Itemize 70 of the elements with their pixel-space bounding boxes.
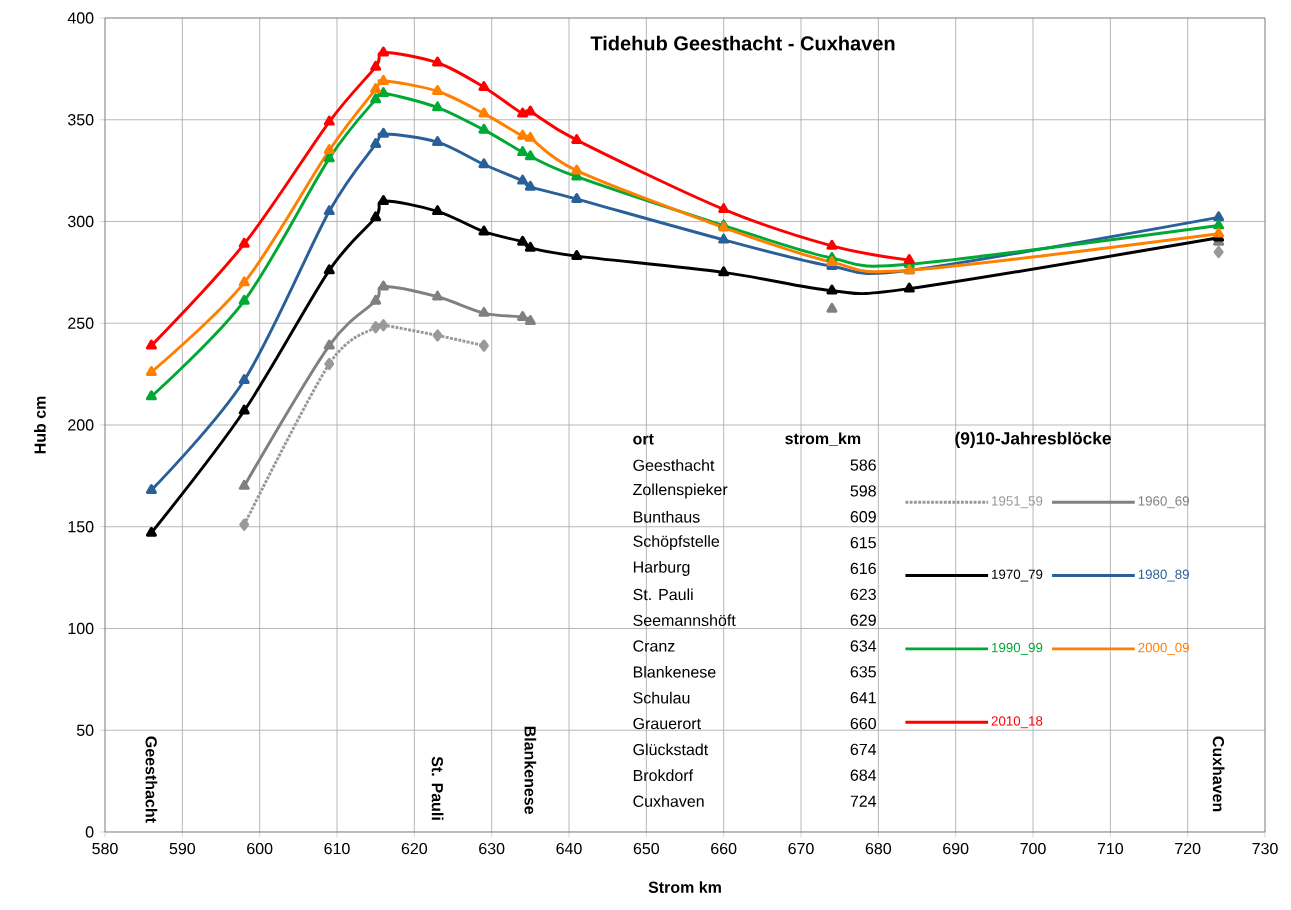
annotation: Seemannshöft — [633, 614, 736, 627]
y-tick-label: 400 — [67, 12, 94, 24]
text: 1990_99 — [992, 642, 1043, 655]
y-tick-label: 150 — [68, 521, 94, 533]
x-tick-label: 600 — [247, 842, 273, 855]
annotation: Cuxhaven — [1212, 736, 1225, 812]
text: 2010_18 — [991, 716, 1043, 729]
x-tick-label: 720 — [1175, 842, 1201, 855]
text: 2000_09 — [1138, 642, 1189, 655]
x-tick-label: 630 — [479, 842, 505, 855]
annotation: 724 — [850, 795, 877, 807]
annotation: Bunthaus — [633, 510, 700, 523]
annotation: Schulau — [633, 691, 690, 704]
annotation: 623 — [850, 588, 876, 600]
x-tick-label: 660 — [711, 842, 737, 855]
annotation: 634 — [850, 640, 877, 652]
x-tick-label: 710 — [1097, 842, 1124, 855]
annotation: Schöpfstelle — [633, 535, 720, 551]
annotation: Glückstadt — [633, 743, 709, 756]
annotation: ort — [633, 433, 654, 445]
annotation: 641 — [850, 692, 876, 704]
annotation: Geesthacht — [145, 736, 158, 823]
y-tick-label: 100 — [68, 622, 94, 635]
x-tick-label: 680 — [865, 842, 892, 855]
text: 1970_79 — [992, 569, 1043, 582]
annotation: Blankenese — [524, 726, 537, 815]
text: 1980_89 — [1138, 569, 1189, 582]
annotation: strom_km — [785, 432, 861, 447]
y-tick-label: 300 — [67, 215, 94, 228]
y-tick-label: 250 — [68, 317, 94, 329]
x-tick-label: 620 — [401, 842, 428, 855]
annotation: Grauerort — [633, 717, 701, 730]
x-tick-label: 610 — [324, 842, 350, 855]
y-axis-title: Hub cm — [34, 396, 46, 454]
annotation: St. Pauli — [431, 756, 444, 820]
annotation: Geesthacht — [633, 459, 715, 471]
annotation: Brokdorf — [633, 769, 694, 782]
annotation: Zollenspieker — [633, 483, 728, 499]
annotation: 660 — [850, 717, 876, 730]
annotation: 609 — [850, 511, 876, 523]
legend-title: (9)10-Jahresblöcke — [955, 431, 1111, 448]
annotation: St. Pauli — [633, 588, 693, 601]
annotation: Cuxhaven — [633, 795, 704, 807]
y-tick-label: 50 — [76, 724, 94, 736]
annotation: Blankenese — [633, 665, 716, 678]
text: Tidehub Geesthacht - Cuxhaven — [590, 35, 895, 51]
x-tick-label: 690 — [943, 842, 969, 855]
annotation: 598 — [850, 485, 876, 497]
annotation: 684 — [850, 769, 877, 781]
annotation: 586 — [850, 459, 876, 471]
x-tick-label: 670 — [788, 842, 814, 855]
annotation: Cranz — [633, 640, 675, 652]
x-tick-label: 730 — [1252, 842, 1278, 855]
annotation: 635 — [850, 666, 876, 678]
text: 1951_59 — [992, 496, 1043, 509]
y-tick-label: 200 — [68, 419, 94, 431]
x-tick-label: 640 — [556, 842, 582, 855]
y-tick-label: 350 — [67, 114, 94, 126]
text: 1960_69 — [1138, 496, 1189, 509]
x-tick-label: 650 — [633, 842, 660, 855]
annotation: Harburg — [633, 561, 690, 576]
annotation: 615 — [850, 536, 876, 549]
x-axis-title: Strom km — [648, 881, 721, 893]
annotation: 629 — [850, 614, 876, 626]
annotation: 674 — [850, 743, 877, 756]
x-tick-label: 700 — [1020, 842, 1046, 855]
x-tick-label: 580 — [92, 842, 118, 855]
y-tick-label: 0 — [85, 826, 94, 838]
x-tick-label: 590 — [169, 842, 196, 855]
annotation: 616 — [850, 562, 876, 575]
